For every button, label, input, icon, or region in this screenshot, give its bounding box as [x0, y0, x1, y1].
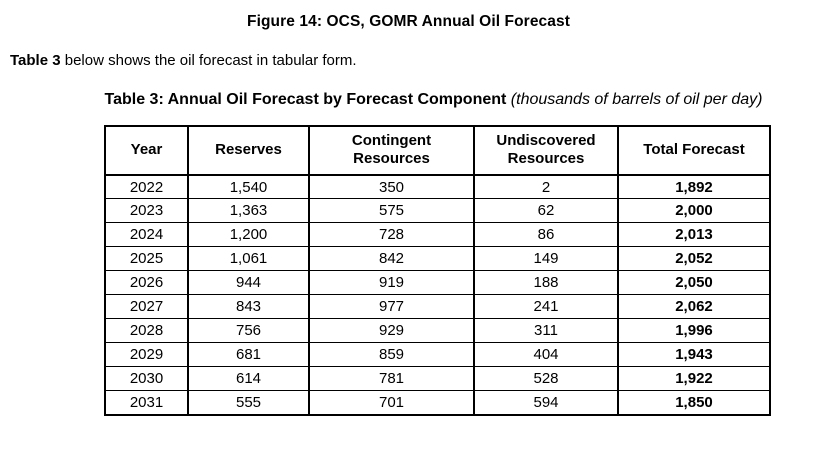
table-cell: 2030	[104, 366, 189, 392]
table-cell: 1,540	[187, 174, 310, 200]
table-cell: 149	[473, 246, 619, 272]
table-caption: Table 3: Annual Oil Forecast by Forecast…	[0, 91, 817, 109]
table-cell: 929	[308, 318, 475, 344]
table-cell: 188	[473, 270, 619, 296]
table-cell: 701	[308, 390, 475, 416]
table-cell-total: 1,943	[617, 342, 771, 368]
header-undiscovered-resources: Undiscovered Resources	[473, 124, 619, 176]
table-cell: 614	[187, 366, 310, 392]
table-cell: 2022	[104, 174, 189, 200]
intro-text: below shows the oil forecast in tabular …	[60, 52, 357, 69]
table-row: 2031 555 701 594 1,850	[104, 390, 771, 416]
table-cell-total: 2,000	[617, 198, 771, 224]
table-cell-total: 1,922	[617, 366, 771, 392]
table-cell: 781	[308, 366, 475, 392]
table-cell: 1,200	[187, 222, 310, 248]
oil-forecast-table: Year Reserves Contingent Resources Undis…	[104, 124, 771, 416]
table-cell: 2031	[104, 390, 189, 416]
table-cell: 756	[187, 318, 310, 344]
table-cell: 681	[187, 342, 310, 368]
table-cell: 594	[473, 390, 619, 416]
header-contingent-resources: Contingent Resources	[308, 124, 475, 176]
table-cell: 2026	[104, 270, 189, 296]
table-cell-total: 1,892	[617, 174, 771, 200]
table-row: 2022 1,540 350 2 1,892	[104, 174, 771, 200]
table-cell: 2	[473, 174, 619, 200]
table-header-row: Year Reserves Contingent Resources Undis…	[104, 124, 771, 176]
table-cell-total: 2,013	[617, 222, 771, 248]
table-cell: 944	[187, 270, 310, 296]
table-row: 2030 614 781 528 1,922	[104, 366, 771, 392]
table-cell: 404	[473, 342, 619, 368]
table-cell: 919	[308, 270, 475, 296]
table-cell: 2027	[104, 294, 189, 320]
table-row: 2023 1,363 575 62 2,000	[104, 198, 771, 224]
table-cell: 2028	[104, 318, 189, 344]
table-cell: 2023	[104, 198, 189, 224]
table-caption-units: (thousands of barrels of oil per day)	[506, 90, 763, 108]
table-row: 2027 843 977 241 2,062	[104, 294, 771, 320]
table-cell-total: 2,062	[617, 294, 771, 320]
table-row: 2026 944 919 188 2,050	[104, 270, 771, 296]
intro-paragraph: Table 3 below shows the oil forecast in …	[10, 52, 817, 71]
table-cell-total: 1,850	[617, 390, 771, 416]
table-cell: 575	[308, 198, 475, 224]
table-row: 2029 681 859 404 1,943	[104, 342, 771, 368]
table-cell: 311	[473, 318, 619, 344]
table-row: 2028 756 929 311 1,996	[104, 318, 771, 344]
table-cell: 555	[187, 390, 310, 416]
table-cell-total: 2,050	[617, 270, 771, 296]
table-cell: 2029	[104, 342, 189, 368]
table-cell: 528	[473, 366, 619, 392]
table-cell: 1,061	[187, 246, 310, 272]
table-cell-total: 2,052	[617, 246, 771, 272]
table-cell: 2025	[104, 246, 189, 272]
table-cell-total: 1,996	[617, 318, 771, 344]
table-cell: 62	[473, 198, 619, 224]
table-cell: 350	[308, 174, 475, 200]
header-year: Year	[104, 124, 189, 176]
table-cell: 86	[473, 222, 619, 248]
table-cell: 2024	[104, 222, 189, 248]
table-cell: 843	[187, 294, 310, 320]
table-cell: 842	[308, 246, 475, 272]
table-cell: 859	[308, 342, 475, 368]
figure-caption: Figure 14: OCS, GOMR Annual Oil Forecast	[247, 13, 570, 30]
table-cell: 728	[308, 222, 475, 248]
header-reserves: Reserves	[187, 124, 310, 176]
table-cell: 241	[473, 294, 619, 320]
header-total-forecast: Total Forecast	[617, 124, 771, 176]
table-cell: 977	[308, 294, 475, 320]
table-row: 2024 1,200 728 86 2,013	[104, 222, 771, 248]
intro-bold-text: Table 3	[10, 52, 61, 69]
table-row: 2025 1,061 842 149 2,052	[104, 246, 771, 272]
table-cell: 1,363	[187, 198, 310, 224]
table-caption-title: Table 3: Annual Oil Forecast by Forecast…	[104, 90, 507, 108]
